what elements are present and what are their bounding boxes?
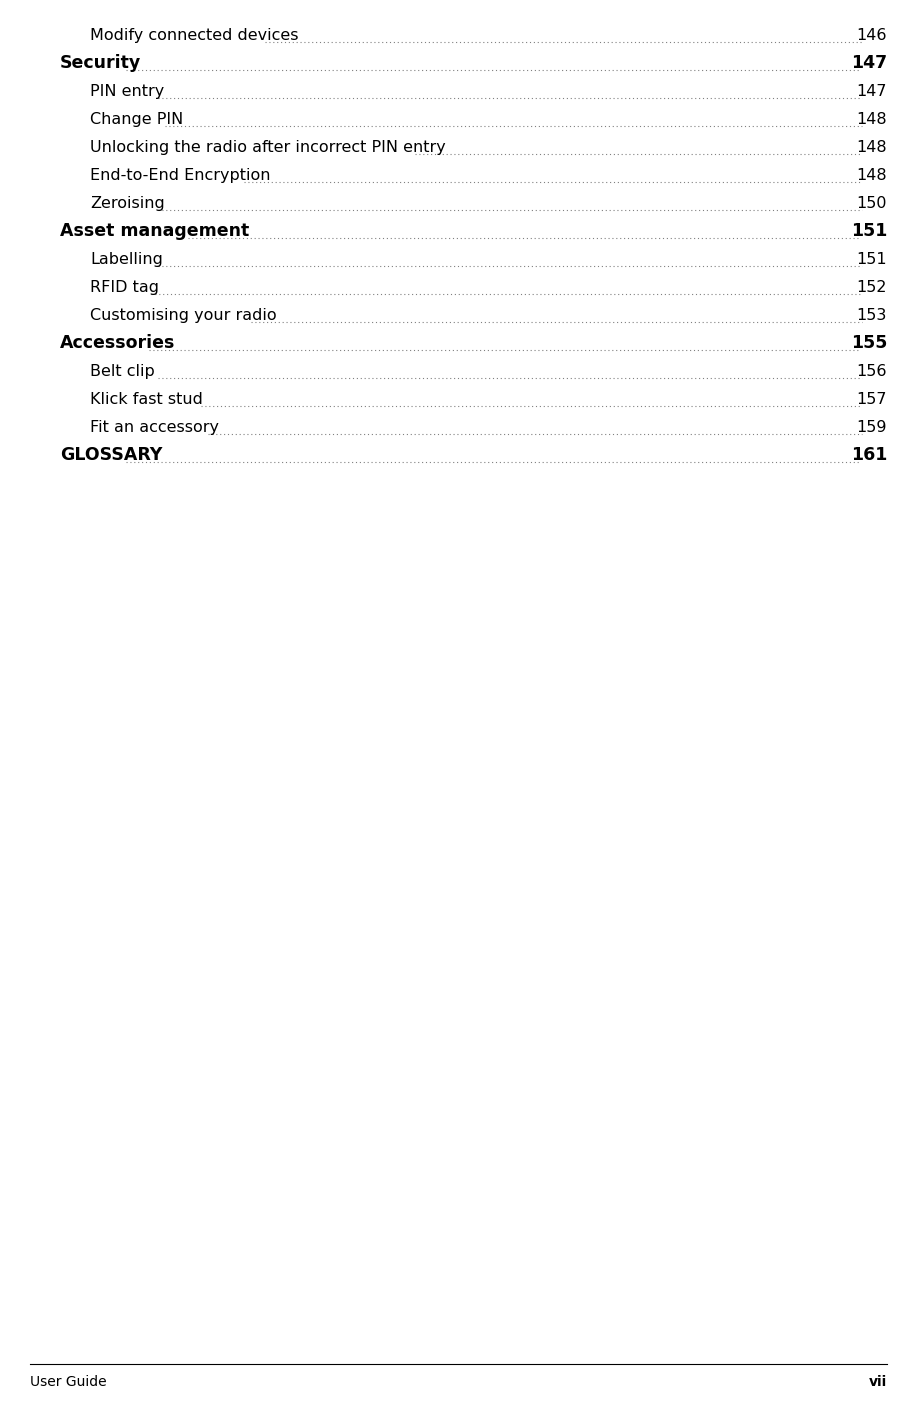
Text: 147: 147 bbox=[851, 53, 887, 72]
Text: GLOSSARY: GLOSSARY bbox=[60, 446, 162, 463]
Text: User Guide: User Guide bbox=[30, 1375, 106, 1389]
Text: 148: 148 bbox=[856, 168, 887, 183]
Text: Customising your radio: Customising your radio bbox=[90, 307, 277, 323]
Text: Security: Security bbox=[60, 53, 141, 72]
Text: 146: 146 bbox=[856, 28, 887, 44]
Text: PIN entry: PIN entry bbox=[90, 84, 164, 100]
Text: 148: 148 bbox=[856, 140, 887, 154]
Text: Accessories: Accessories bbox=[60, 334, 175, 352]
Text: Change PIN: Change PIN bbox=[90, 112, 183, 126]
Text: 148: 148 bbox=[856, 112, 887, 126]
Text: 151: 151 bbox=[851, 222, 887, 240]
Text: 156: 156 bbox=[856, 364, 887, 379]
Text: Modify connected devices: Modify connected devices bbox=[90, 28, 299, 44]
Text: Belt clip: Belt clip bbox=[90, 364, 155, 379]
Text: Zeroising: Zeroising bbox=[90, 197, 165, 211]
Text: 159: 159 bbox=[856, 420, 887, 435]
Text: Unlocking the radio after incorrect PIN entry: Unlocking the radio after incorrect PIN … bbox=[90, 140, 446, 154]
Text: vii: vii bbox=[868, 1375, 887, 1389]
Text: 152: 152 bbox=[856, 279, 887, 295]
Text: Fit an accessory: Fit an accessory bbox=[90, 420, 219, 435]
Text: End-to-End Encryption: End-to-End Encryption bbox=[90, 168, 271, 183]
Text: 157: 157 bbox=[856, 392, 887, 407]
Text: 153: 153 bbox=[856, 307, 887, 323]
Text: RFID tag: RFID tag bbox=[90, 279, 159, 295]
Text: 161: 161 bbox=[851, 446, 887, 463]
Text: 151: 151 bbox=[856, 251, 887, 267]
Text: Klick fast stud: Klick fast stud bbox=[90, 392, 203, 407]
Text: Asset management: Asset management bbox=[60, 222, 249, 240]
Text: 147: 147 bbox=[856, 84, 887, 100]
Text: 155: 155 bbox=[851, 334, 887, 352]
Text: Labelling: Labelling bbox=[90, 251, 163, 267]
Text: 150: 150 bbox=[856, 197, 887, 211]
